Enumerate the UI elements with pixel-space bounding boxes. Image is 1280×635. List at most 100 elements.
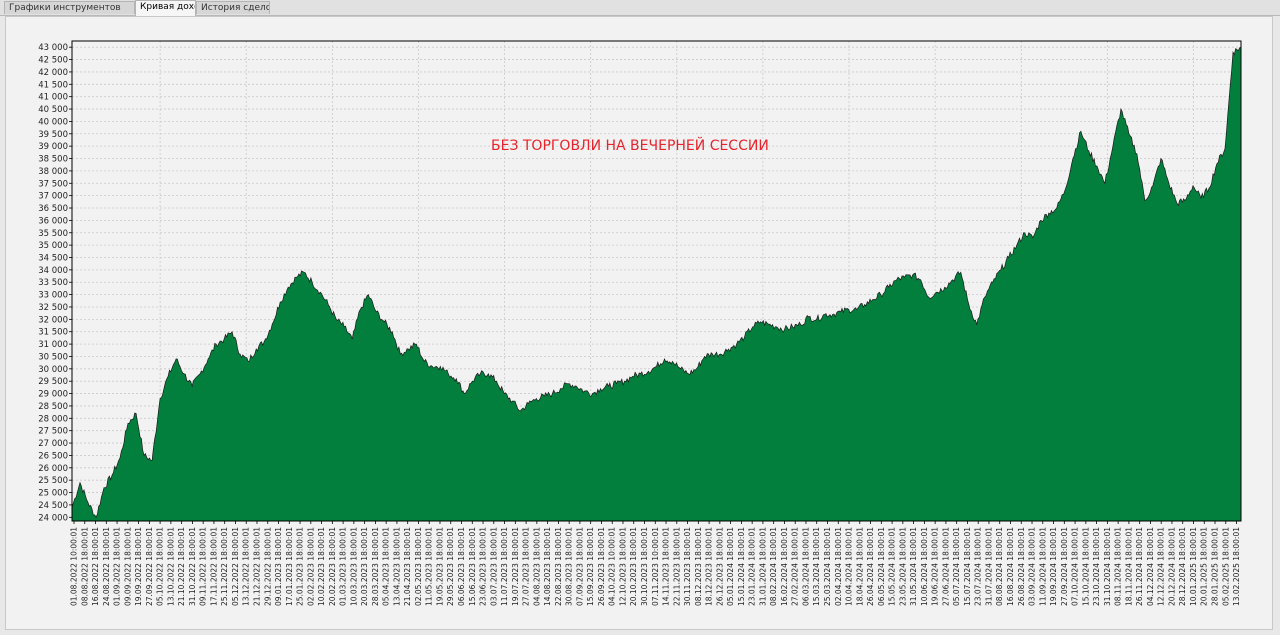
x-tick-label: 11.07.2023 18:00:01 bbox=[500, 527, 509, 606]
x-tick-label: 15.06.2023 18:00:01 bbox=[468, 527, 477, 606]
x-tick-label: 31.05.2024 18:00:01 bbox=[909, 527, 918, 606]
x-tick-label: 06.05.2024 18:00:01 bbox=[877, 527, 886, 606]
x-tick-label: 26.08.2024 18:00:01 bbox=[1017, 527, 1026, 606]
x-tick-label: 18.11.2024 18:00:01 bbox=[1124, 527, 1133, 606]
x-tick-label: 20.12.2024 18:00:01 bbox=[1167, 527, 1176, 606]
x-tick-label: 28.03.2023 18:00:01 bbox=[371, 527, 380, 606]
x-tick-label: 19.09.2022 18:00:01 bbox=[134, 527, 143, 606]
x-tick-label: 11.05.2023 18:00:01 bbox=[425, 527, 434, 606]
x-tick-label: 16.02.2024 18:00:01 bbox=[780, 527, 789, 606]
x-tick-label: 02.04.2024 18:00:01 bbox=[834, 527, 843, 606]
x-tick-label: 07.10.2024 18:00:01 bbox=[1071, 527, 1080, 606]
x-tick-label: 04.10.2023 10:00:01 bbox=[608, 527, 617, 606]
x-tick-label: 29.05.2023 18:00:01 bbox=[446, 527, 455, 606]
y-tick-label: 30 500 bbox=[38, 352, 68, 362]
x-tick-label: 22.11.2023 18:00:01 bbox=[672, 527, 681, 606]
x-tick-label: 09.01.2023 18:00:01 bbox=[274, 527, 283, 606]
x-tick-label: 20.03.2023 18:00:01 bbox=[360, 527, 369, 606]
x-tick-label: 09.09.2022 18:00:01 bbox=[123, 527, 132, 606]
y-tick-label: 37 000 bbox=[38, 192, 68, 202]
tab-instrument-charts[interactable]: Графики инструментов bbox=[4, 1, 135, 14]
x-tick-label: 30.11.2023 18:00:01 bbox=[683, 527, 692, 606]
y-tick-label: 30 000 bbox=[38, 365, 68, 375]
x-tick-label: 05.02.2025 18:00:01 bbox=[1221, 527, 1230, 606]
x-tick-label: 26.04.2024 18:00:01 bbox=[866, 527, 875, 606]
x-tick-label: 12.12.2024 18:00:01 bbox=[1157, 527, 1166, 606]
y-tick-label: 35 000 bbox=[38, 241, 68, 251]
x-tick-label: 23.01.2024 18:00:01 bbox=[748, 527, 757, 606]
y-tick-label: 31 000 bbox=[38, 340, 68, 350]
x-tick-label: 25.11.2022 18:00:01 bbox=[220, 527, 229, 606]
x-tick-label: 26.09.2023 18:00:01 bbox=[597, 527, 606, 606]
x-tick-label: 22.08.2023 18:00:01 bbox=[554, 527, 563, 606]
x-tick-label: 25.01.2023 18:00:01 bbox=[296, 527, 305, 606]
x-tick-label: 08.12.2023 18:00:01 bbox=[694, 527, 703, 606]
y-tick-label: 40 500 bbox=[38, 105, 68, 115]
x-tick-label: 27.07.2023 18:00:01 bbox=[522, 527, 531, 606]
x-tick-label: 13.02.2025 18:00:01 bbox=[1232, 527, 1241, 606]
x-tick-label: 01.08.2022 10:00:01 bbox=[70, 527, 79, 606]
x-tick-label: 14.08.2023 18:00:01 bbox=[543, 527, 552, 606]
plot-frame bbox=[71, 40, 1242, 522]
x-tick-label: 15.03.2024 18:00:01 bbox=[812, 527, 821, 606]
x-tick-label: 10.03.2023 18:00:01 bbox=[349, 527, 358, 606]
tab-bar: Графики инструментов Кривая доходности И… bbox=[0, 0, 1280, 16]
x-tick-label: 27.06.2024 18:00:01 bbox=[941, 527, 950, 606]
x-tick-label: 21.12.2022 18:00:01 bbox=[252, 527, 261, 606]
y-tick-label: 39 000 bbox=[38, 142, 68, 152]
x-tick-label: 24.08.2022 18:00:01 bbox=[102, 527, 111, 606]
x-tick-label: 31.01.2024 18:00:01 bbox=[758, 527, 767, 606]
x-tick-label: 13.10.2022 18:00:01 bbox=[166, 527, 175, 606]
x-tick-label: 26.11.2024 18:00:01 bbox=[1135, 527, 1144, 606]
y-tick-label: 36 000 bbox=[38, 216, 68, 226]
x-tick-label: 15.05.2024 18:00:01 bbox=[888, 527, 897, 606]
x-tick-label: 15.07.2024 18:00:01 bbox=[963, 527, 972, 606]
x-tick-label: 18.12.2023 18:00:01 bbox=[705, 527, 714, 606]
x-tick-label: 07.09.2023 18:00:01 bbox=[575, 527, 584, 606]
x-tick-label: 17.01.2023 18:00:01 bbox=[285, 527, 294, 606]
chart-annotation: БЕЗ ТОРГОВЛИ НА ВЕЧЕРНЕЙ СЕССИИ bbox=[491, 136, 769, 154]
y-tick-label: 29 000 bbox=[38, 390, 68, 400]
x-tick-label: 19.06.2024 18:00:01 bbox=[931, 527, 940, 606]
x-tick-label: 23.10.2024 18:00:01 bbox=[1092, 527, 1101, 606]
x-tick-label: 04.12.2024 18:00:01 bbox=[1146, 527, 1155, 606]
x-tick-label: 23.06.2023 18:00:01 bbox=[479, 527, 488, 606]
x-tick-label: 29.12.2022 18:00:01 bbox=[263, 527, 272, 606]
x-tick-label: 14.11.2023 18:00:01 bbox=[662, 527, 671, 606]
x-tick-label: 10.04.2024 18:00:01 bbox=[845, 527, 854, 606]
y-tick-label: 37 500 bbox=[38, 179, 68, 189]
y-tick-label: 33 000 bbox=[38, 291, 68, 301]
y-tick-label: 29 500 bbox=[38, 377, 68, 387]
y-tick-label: 26 000 bbox=[38, 464, 68, 474]
y-tick-label: 25 500 bbox=[38, 476, 68, 486]
y-tick-label: 35 500 bbox=[38, 229, 68, 239]
x-tick-label: 28.01.2025 18:00:01 bbox=[1211, 527, 1220, 606]
x-tick-label: 03.07.2023 18:00:01 bbox=[489, 527, 498, 606]
x-tick-label: 23.05.2024 18:00:01 bbox=[898, 527, 907, 606]
x-tick-label: 16.08.2024 18:00:01 bbox=[1006, 527, 1015, 606]
x-tick-label: 18.04.2024 18:00:01 bbox=[855, 527, 864, 606]
x-tick-label: 19.09.2024 18:00:01 bbox=[1049, 527, 1058, 606]
y-tick-label: 43 000 bbox=[38, 43, 68, 53]
y-tick-label: 28 500 bbox=[38, 402, 68, 412]
x-tick-label: 27.09.2022 18:00:01 bbox=[145, 527, 154, 606]
x-tick-label: 07.11.2023 10:00:01 bbox=[651, 527, 660, 606]
y-tick-label: 39 500 bbox=[38, 130, 68, 140]
x-tick-label: 03.09.2024 18:00:01 bbox=[1028, 527, 1037, 606]
x-tick-label: 21.10.2022 18:00:01 bbox=[177, 527, 186, 606]
y-tick-label: 42 000 bbox=[38, 68, 68, 78]
x-tick-label: 31.10.2024 18:00:01 bbox=[1103, 527, 1112, 606]
x-tick-label: 08.08.2024 18:00:01 bbox=[995, 527, 1004, 606]
x-tick-label: 30.08.2023 18:00:01 bbox=[565, 527, 574, 606]
x-tick-label: 06.03.2024 18:00:01 bbox=[801, 527, 810, 606]
y-tick-label: 36 500 bbox=[38, 204, 68, 214]
y-tick-label: 32 500 bbox=[38, 303, 68, 313]
x-tick-label: 20.10.2023 18:00:01 bbox=[629, 527, 638, 606]
tab-equity-curve[interactable]: Кривая доходности bbox=[135, 0, 196, 16]
x-tick-label: 21.04.2023 18:00:01 bbox=[403, 527, 412, 606]
x-tick-label: 08.11.2024 18:00:01 bbox=[1114, 527, 1123, 606]
y-tick-label: 31 500 bbox=[38, 328, 68, 338]
y-tick-label: 34 500 bbox=[38, 253, 68, 263]
x-tick-label: 28.12.2024 18:00:01 bbox=[1178, 527, 1187, 606]
tab-trade-history[interactable]: История сделок bbox=[196, 1, 270, 14]
